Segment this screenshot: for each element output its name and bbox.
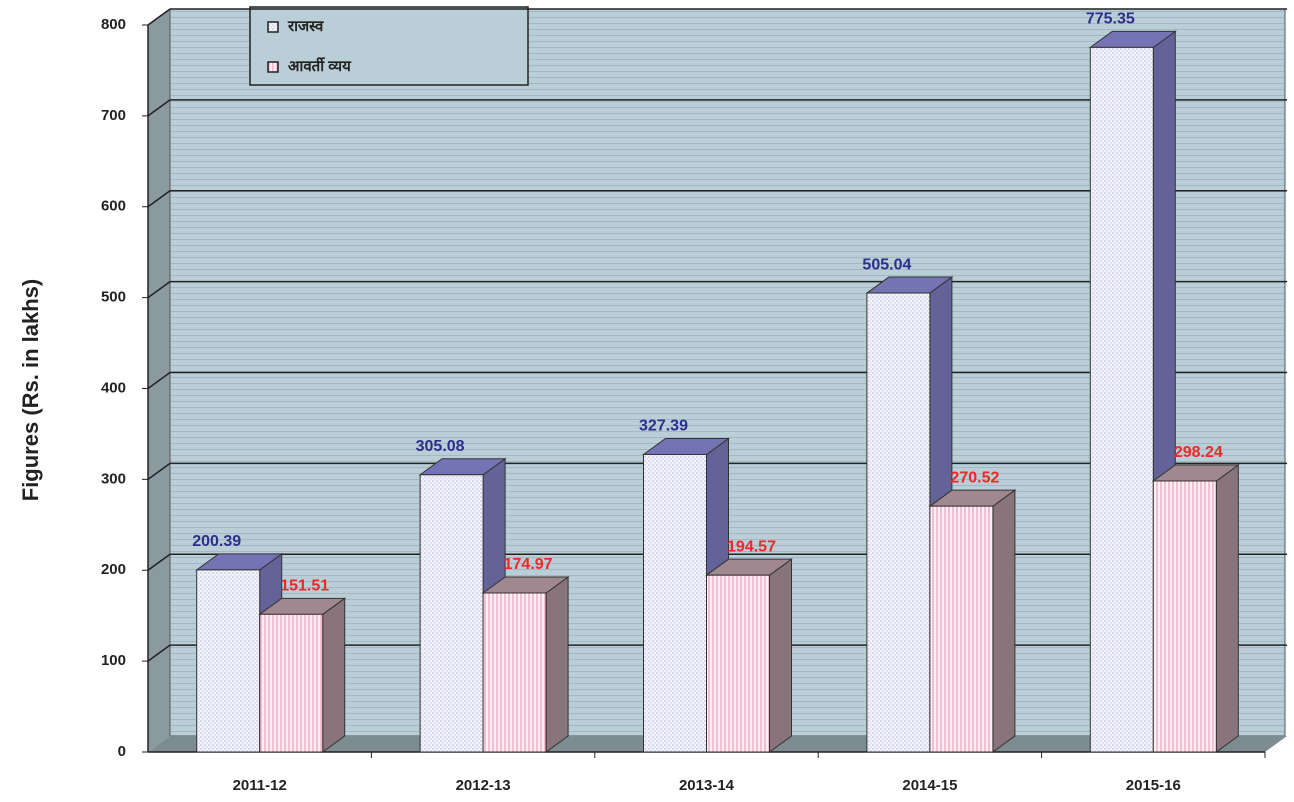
- bar: [482, 592, 547, 753]
- value-label: 151.51: [280, 578, 329, 595]
- value-label: 327.39: [639, 418, 688, 435]
- value-label: 305.08: [416, 438, 465, 455]
- bar: [1089, 46, 1154, 753]
- grid-line: [147, 462, 171, 480]
- grid-line: [147, 553, 171, 571]
- x-tick-label: 2011-12: [233, 777, 287, 794]
- bar: [643, 453, 707, 753]
- value-label: 775.35: [1086, 11, 1135, 28]
- legend-swatch: [267, 61, 279, 73]
- bar: [419, 474, 484, 753]
- value-label: 174.97: [504, 556, 553, 573]
- grid-line: [147, 99, 171, 117]
- grid-line: [147, 8, 171, 26]
- x-tick-label: 2014-15: [902, 777, 957, 794]
- y-tick-label: 800: [101, 16, 126, 33]
- y-axis-title: Figures (Rs. in lakhs): [18, 279, 43, 502]
- y-tick-label: 100: [101, 652, 126, 669]
- y-tick-label: 400: [101, 379, 126, 396]
- legend: [249, 6, 529, 86]
- bar-side: [769, 558, 792, 753]
- grid-line: [147, 190, 171, 208]
- y-tick-label: 300: [101, 470, 126, 487]
- legend-label: राजस्व: [287, 18, 324, 35]
- bar-side: [992, 489, 1016, 753]
- y-tick-label: 600: [101, 198, 126, 215]
- value-label: 270.52: [950, 469, 999, 486]
- grid-line: [147, 371, 171, 390]
- x-tick-label: 2013-14: [679, 777, 735, 794]
- bar-side: [545, 576, 569, 753]
- x-tick-label: 2012-13: [456, 777, 511, 794]
- bar: [929, 505, 994, 753]
- bar-side: [322, 597, 346, 753]
- bar: [866, 292, 931, 753]
- legend-label: आवर्ती व्यय: [288, 57, 352, 75]
- value-label: 505.04: [862, 256, 911, 273]
- value-label: 298.24: [1174, 444, 1223, 461]
- legend-swatch: [267, 21, 279, 33]
- bar: [1152, 480, 1217, 753]
- value-label: 200.39: [192, 533, 241, 550]
- bar: [196, 569, 261, 753]
- bar: [706, 574, 770, 753]
- grid-line: [147, 644, 171, 662]
- bar: [259, 613, 324, 753]
- grid-line: [147, 281, 171, 299]
- y-tick-label: 500: [101, 289, 126, 306]
- y-tick-label: 200: [101, 561, 126, 578]
- value-label: 194.57: [727, 538, 776, 555]
- x-tick-label: 2015-16: [1126, 777, 1181, 794]
- y-tick-label: 700: [101, 107, 126, 124]
- y-tick-label: 0: [118, 743, 126, 760]
- bar-side: [1215, 463, 1239, 753]
